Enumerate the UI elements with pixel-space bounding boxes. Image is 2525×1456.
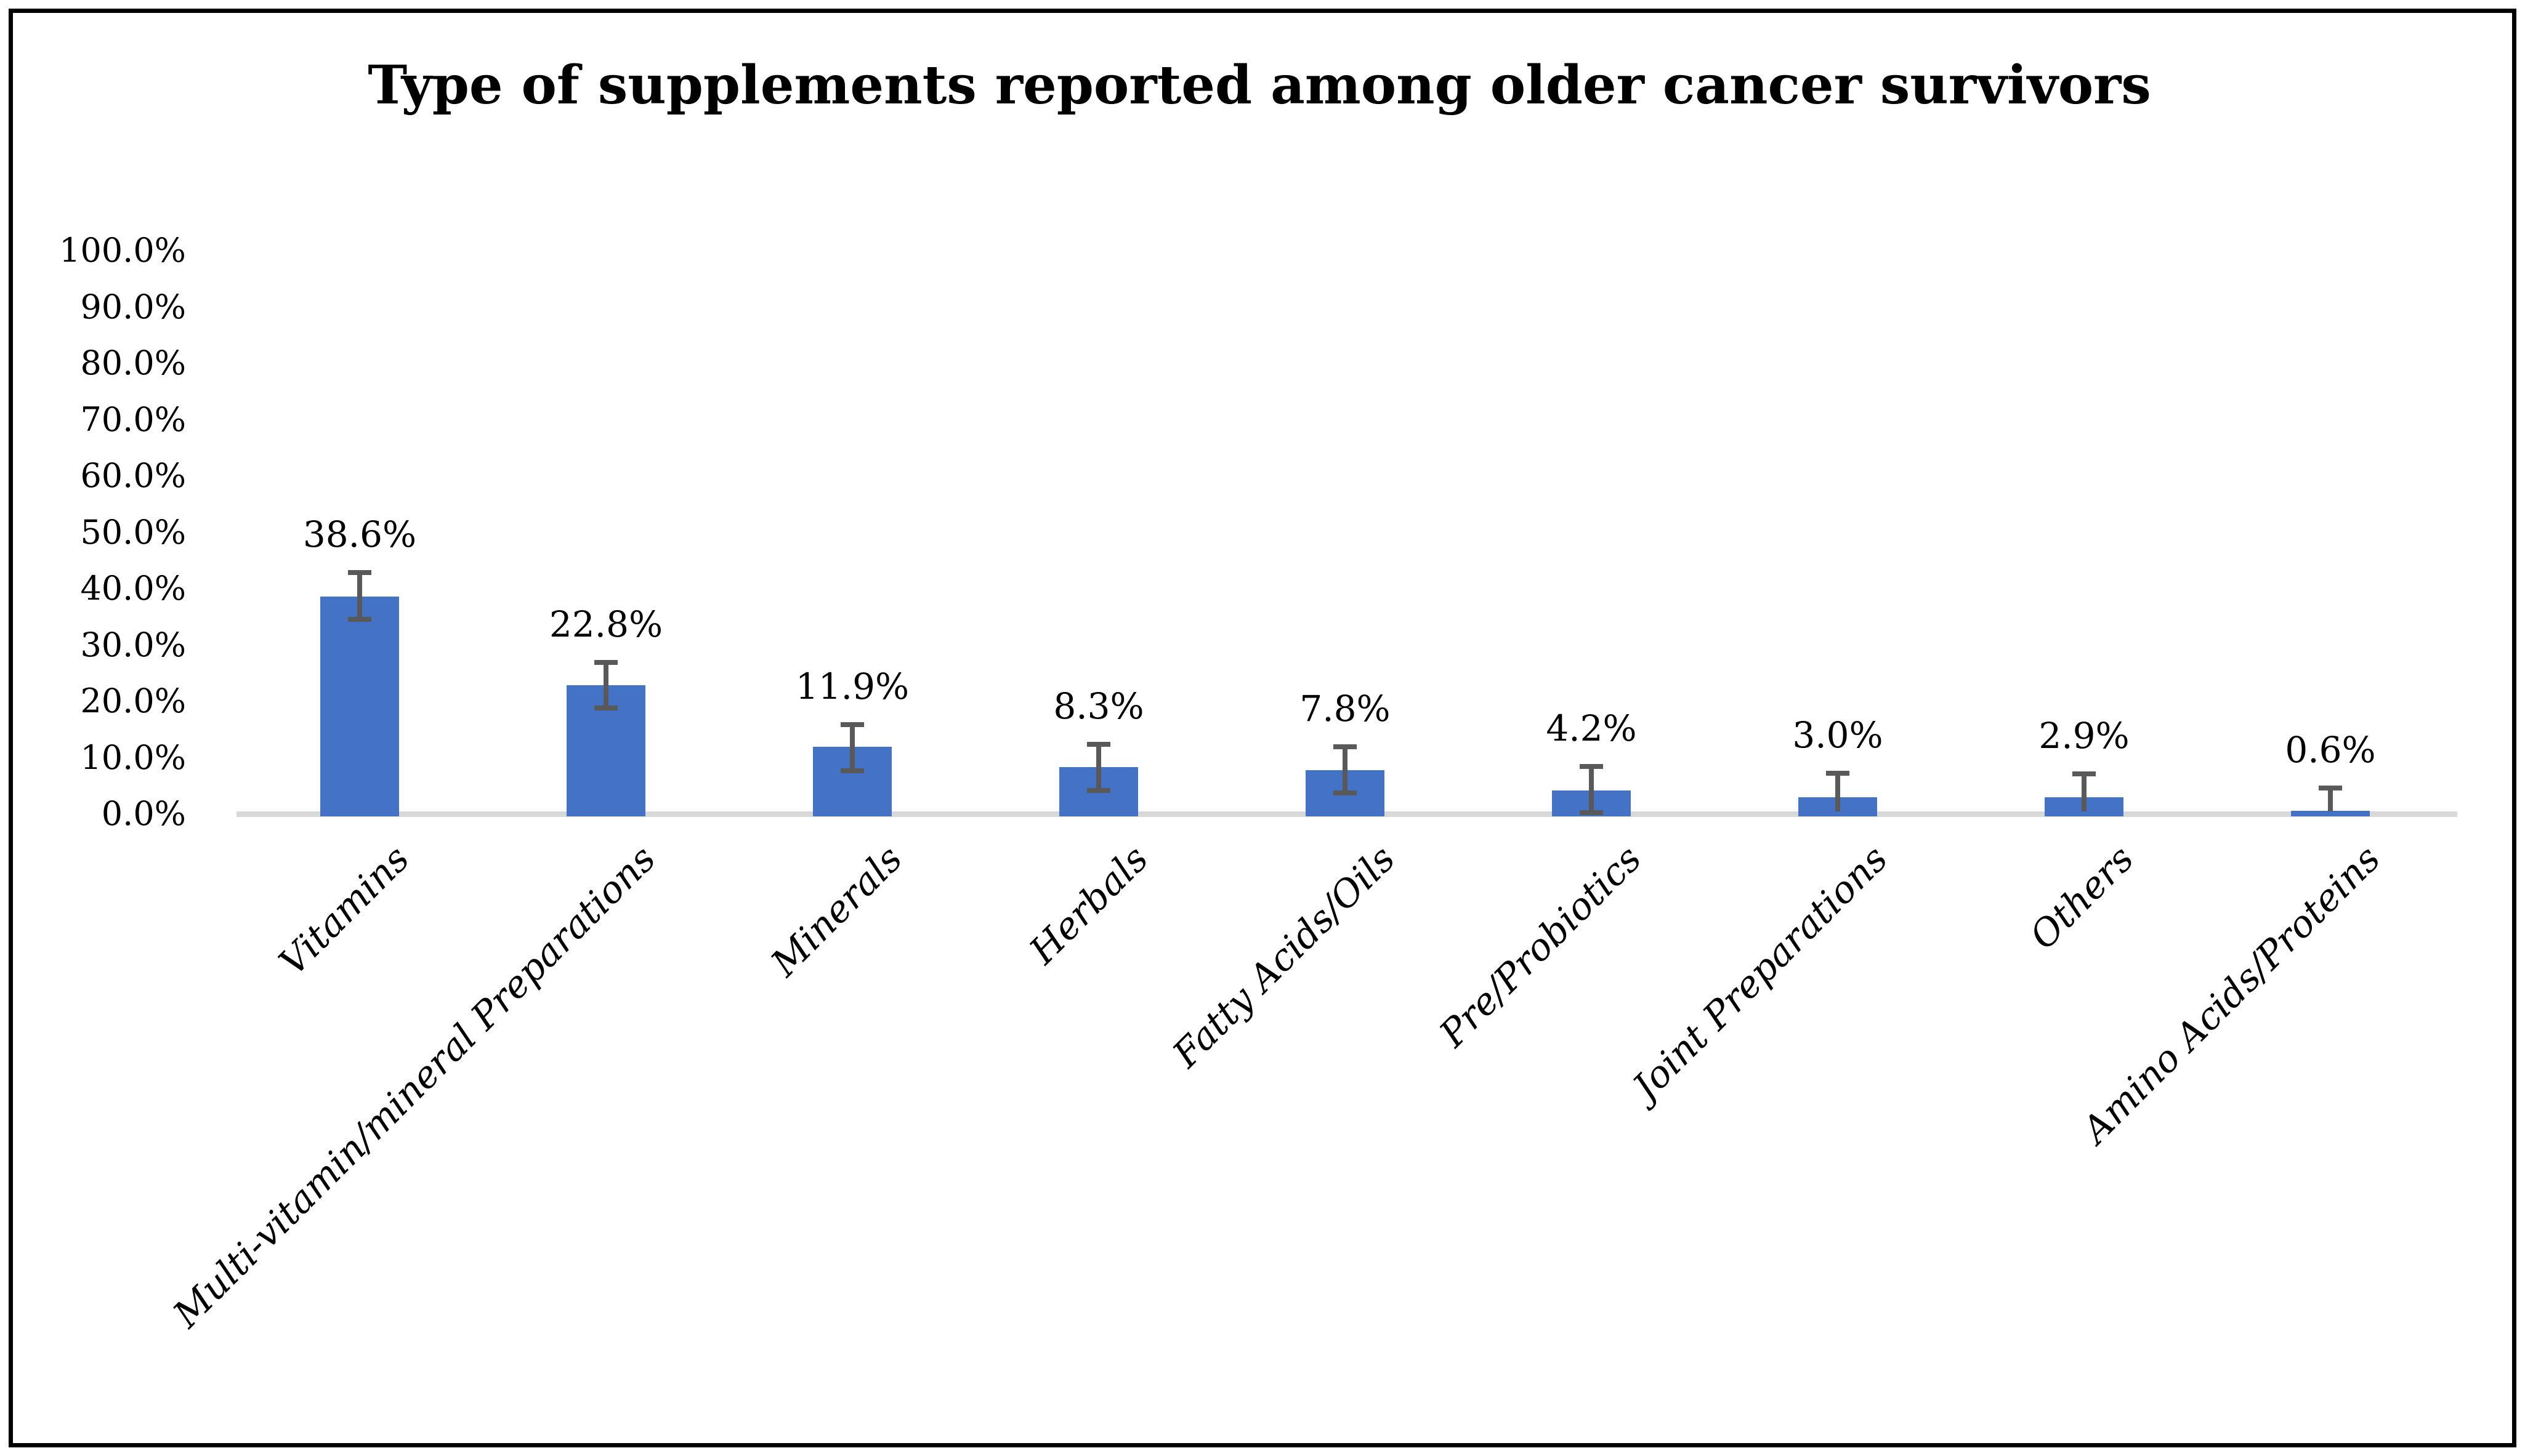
bar-data-label: 11.9% — [795, 666, 910, 708]
error-bar-cap-top — [1087, 741, 1110, 747]
category-label: Herbals — [1021, 837, 1157, 973]
bar-data-label: 3.0% — [1792, 714, 1883, 757]
error-bar-line — [357, 573, 362, 620]
category-label: Pre/Probiotics — [1431, 837, 1650, 1056]
category-label: Vitamins — [271, 837, 418, 984]
y-axis-tick-label: 10.0% — [80, 738, 186, 777]
category-label: Minerals — [762, 837, 911, 985]
error-bar-cap-bottom — [594, 705, 618, 710]
y-axis-tick-label: 90.0% — [80, 287, 186, 326]
error-bar-cap-top — [2319, 785, 2342, 790]
error-bar-line — [1343, 747, 1347, 794]
error-bar-line — [2082, 774, 2087, 811]
chart-title: Type of supplements reported among older… — [368, 54, 2151, 116]
bar-data-label: 4.2% — [1546, 707, 1637, 750]
bar-data-label: 0.6% — [2285, 728, 2376, 771]
y-axis-tick-label: 80.0% — [80, 344, 186, 382]
y-axis-tick-label: 40.0% — [80, 569, 186, 608]
y-axis-tick-label: 70.0% — [80, 400, 186, 439]
category-label: Joint Preparations — [1624, 837, 1896, 1109]
error-bar-cap-top — [1826, 771, 1849, 776]
bar-data-label: 2.9% — [2038, 715, 2130, 757]
error-bar-cap-top — [2072, 771, 2096, 777]
y-axis-tick-label: 20.0% — [80, 682, 186, 720]
y-axis-tick-label: 30.0% — [80, 625, 186, 664]
y-axis-tick-label: 50.0% — [80, 512, 186, 552]
error-bar-cap-bottom — [1580, 810, 1603, 816]
bar — [2291, 810, 2370, 816]
error-bar-cap-bottom — [841, 768, 864, 773]
error-bar-cap-bottom — [1333, 790, 1357, 796]
error-bar-cap-bottom — [1087, 787, 1110, 793]
bar-data-label: 22.8% — [549, 603, 663, 645]
category-label: Fatty Acids/Oils — [1164, 837, 1404, 1076]
error-bar-line — [850, 725, 855, 771]
category-label: Others — [2021, 837, 2143, 958]
y-axis-tick-label: 100.0% — [59, 231, 186, 270]
error-bar-cap-top — [1580, 764, 1603, 770]
y-axis-tick-label: 0.0% — [101, 794, 186, 833]
bar-data-label: 8.3% — [1053, 685, 1144, 727]
error-bar-cap-bottom — [348, 617, 371, 622]
error-bar-line — [2328, 787, 2333, 811]
error-bar-line — [604, 662, 608, 708]
bar-data-label: 38.6% — [302, 513, 417, 556]
error-bar-cap-top — [594, 659, 618, 665]
error-bar-cap-top — [348, 570, 371, 576]
y-axis-tick-label: 60.0% — [80, 456, 186, 495]
error-bar-cap-top — [841, 722, 864, 728]
error-bar-cap-top — [1333, 744, 1357, 750]
error-bar-line — [1589, 766, 1594, 813]
category-label: Multi-vitamin/mineral Preparations — [165, 837, 665, 1337]
bar-data-label: 7.8% — [1299, 688, 1391, 730]
bar — [320, 596, 399, 816]
error-bar-line — [1835, 773, 1840, 811]
error-bar-line — [1096, 744, 1101, 790]
